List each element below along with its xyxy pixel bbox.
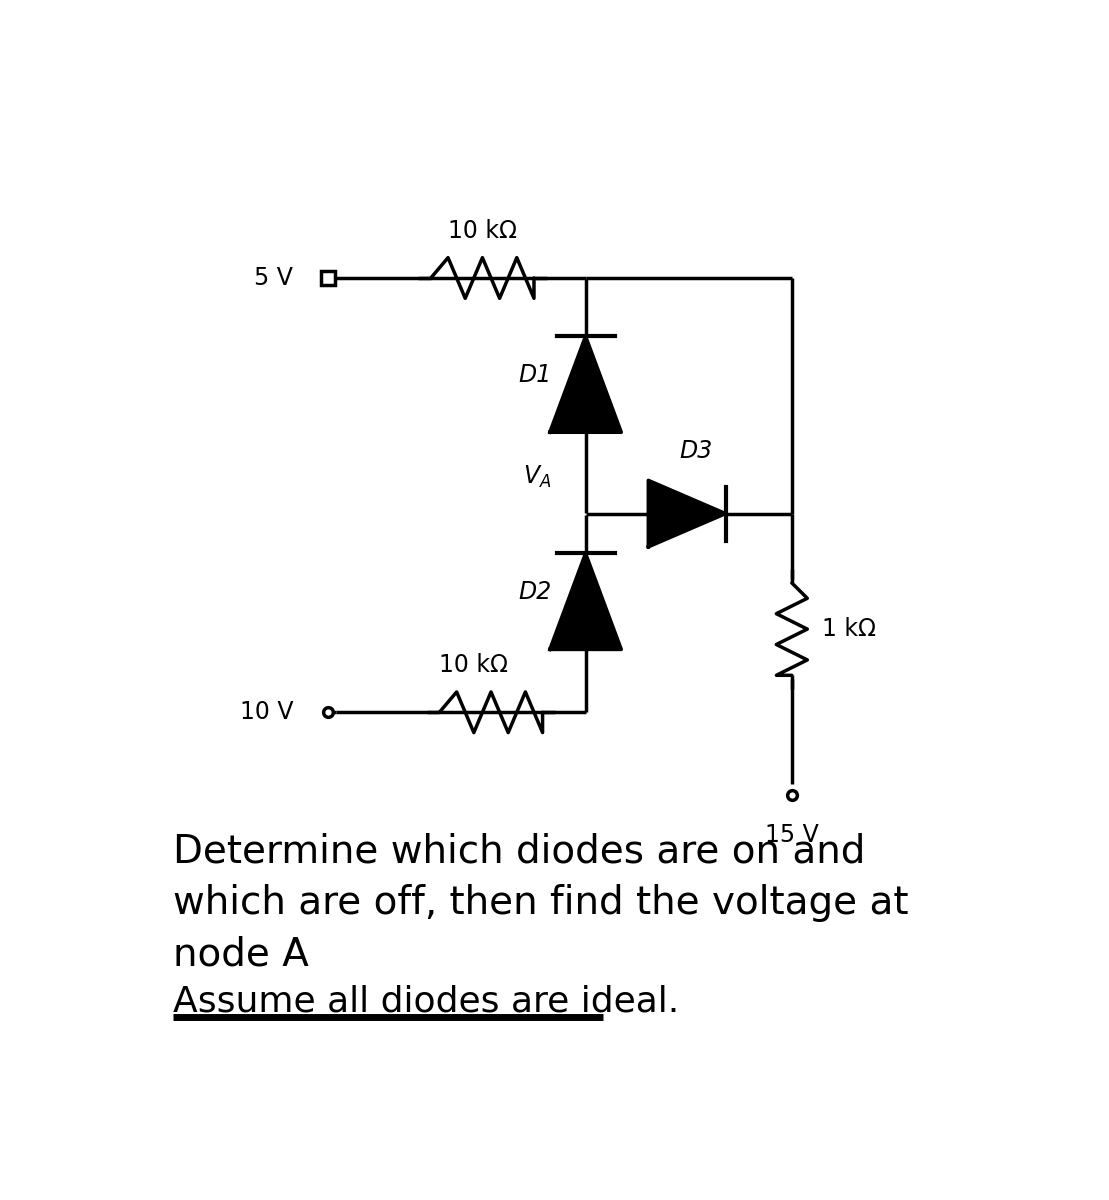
Text: 15 V: 15 V: [765, 823, 818, 847]
Text: 5 V: 5 V: [254, 266, 293, 290]
Text: 10 V: 10 V: [240, 701, 293, 725]
Text: Determine which diodes are on and
which are off, then find the voltage at
node A: Determine which diodes are on and which …: [173, 833, 908, 973]
Text: $V_A$: $V_A$: [522, 464, 551, 491]
Text: 1 kΩ: 1 kΩ: [822, 617, 876, 641]
Text: 10 kΩ: 10 kΩ: [448, 218, 517, 242]
Text: D2: D2: [518, 580, 551, 604]
Polygon shape: [550, 336, 621, 432]
Bar: [321, 270, 335, 286]
Polygon shape: [550, 553, 621, 649]
Polygon shape: [649, 480, 725, 547]
Text: D3: D3: [679, 439, 712, 463]
Text: 10 kΩ: 10 kΩ: [439, 653, 508, 677]
Text: D1: D1: [518, 362, 551, 386]
Text: Assume all diodes are ideal.: Assume all diodes are ideal.: [173, 985, 679, 1019]
